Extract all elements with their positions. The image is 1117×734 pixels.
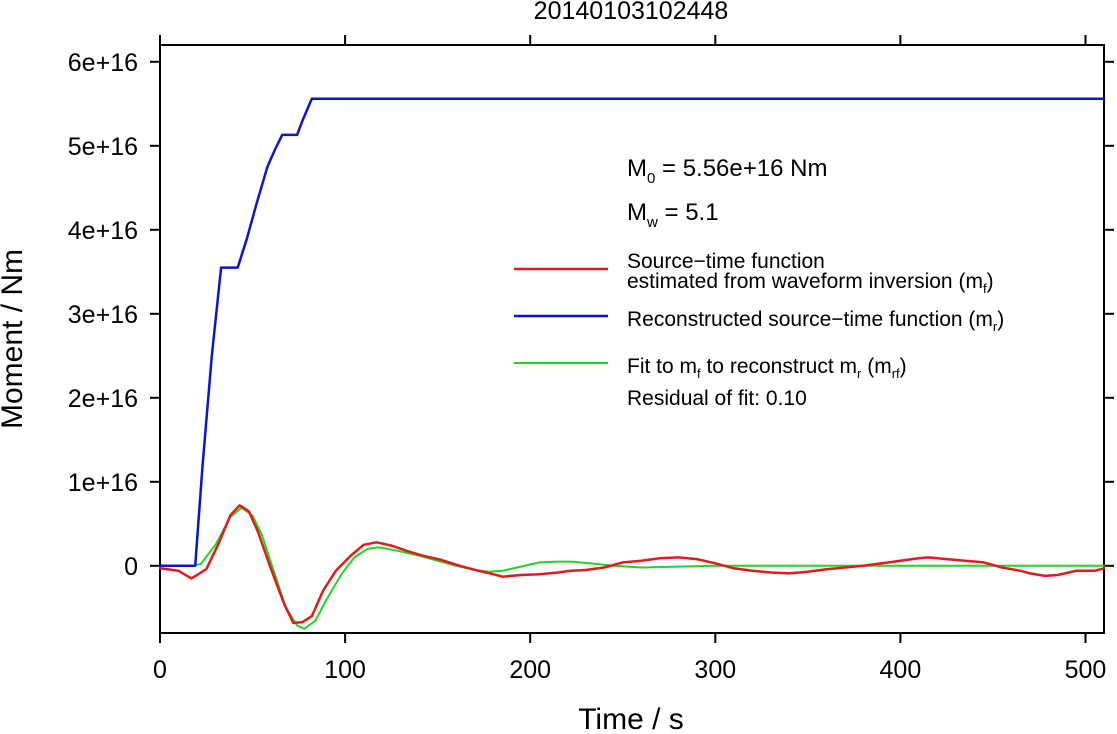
plot-frame bbox=[159, 44, 1105, 634]
y-tick-label: 6e+16 bbox=[68, 49, 138, 77]
legend-mr-label: Reconstructed source−time function (mr) bbox=[627, 308, 1004, 334]
x-tick-label: 100 bbox=[324, 656, 366, 684]
x-axis: 0 100 200 300 400 500 bbox=[153, 35, 1106, 684]
x-tick-label: 400 bbox=[880, 656, 922, 684]
x-tick-label: 0 bbox=[153, 656, 167, 684]
y-axis-label: Moment / Nm bbox=[0, 249, 29, 429]
residual-label: Residual of fit: 0.10 bbox=[627, 387, 807, 410]
x-tick-label: 300 bbox=[694, 656, 736, 684]
x-tick-label: 200 bbox=[509, 656, 551, 684]
y-tick-label: 2e+16 bbox=[68, 385, 138, 413]
series-line-mr bbox=[158, 97, 1106, 568]
chart-title: 20140103102448 bbox=[534, 0, 729, 25]
series-line-mf bbox=[158, 504, 1106, 625]
m0-annotation: M0 = 5.56e+16 Nm bbox=[627, 155, 827, 187]
y-tick-label: 4e+16 bbox=[68, 217, 138, 245]
y-tick-label: 3e+16 bbox=[68, 301, 138, 329]
series-line-mrf bbox=[159, 506, 1105, 630]
x-tick-label: 500 bbox=[1065, 656, 1107, 684]
legend: Source−time function estimated from wave… bbox=[514, 250, 1004, 410]
y-axis: 0 1e+16 2e+16 3e+16 4e+16 5e+16 6e+16 bbox=[68, 49, 1114, 581]
y-tick-label: 5e+16 bbox=[68, 133, 138, 161]
legend-mrf-label: Fit to mf to reconstruct mr (mrf) bbox=[627, 355, 907, 381]
series-group bbox=[158, 97, 1106, 630]
y-tick-label: 0 bbox=[124, 553, 138, 581]
x-axis-label: Time / s bbox=[578, 703, 684, 734]
y-tick-label: 1e+16 bbox=[68, 469, 138, 497]
mw-annotation: Mw = 5.1 bbox=[627, 199, 719, 231]
legend-mf-line1: Source−time function bbox=[627, 250, 825, 273]
legend-mf-line2: estimated from waveform inversion (mf) bbox=[627, 270, 994, 296]
